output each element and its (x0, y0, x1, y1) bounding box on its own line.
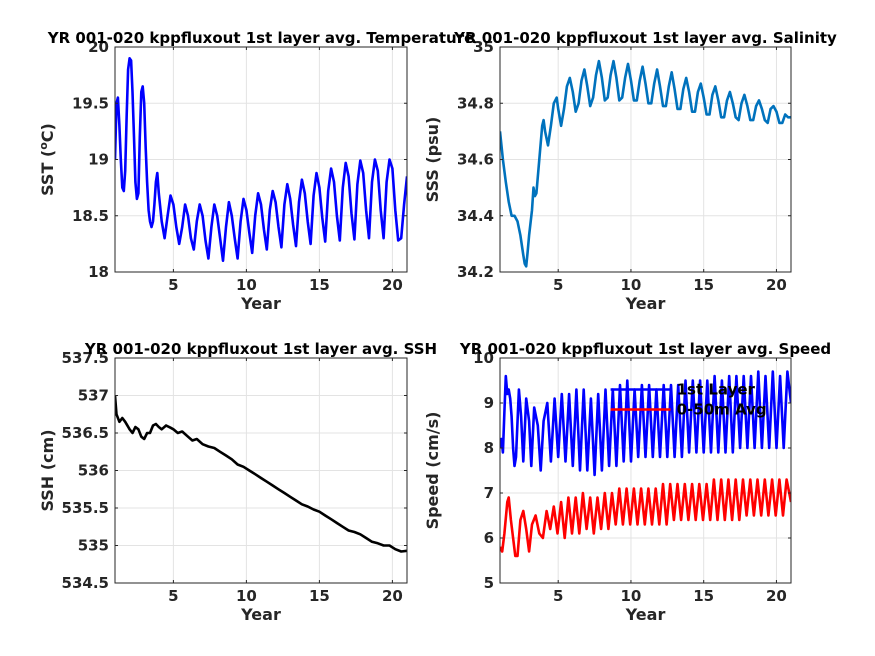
y-tick-label: 19 (88, 151, 109, 169)
y-axis-label: Speed (cm/s) (423, 412, 442, 530)
y-axis-label: SST (oC) (37, 123, 57, 196)
y-axis-label: SSS (psu) (423, 117, 442, 203)
chart-title: YR 001-020 kppfluxout 1st layer avg. SSH (84, 340, 437, 358)
y-tick-label: 18 (88, 263, 109, 281)
y-tick-label: 9 (484, 394, 494, 412)
chart-panel-2: 5 10 15 20 34.2 34.4 34.6 34.8 35 Year SSS (psu) YR… (423, 29, 837, 313)
chart-panel-3: 5 10 15 20 534.5 535 535.5 536 536.5 537 537.5 Year… (38, 340, 437, 624)
y-tick-label: 537.5 (62, 349, 109, 367)
x-tick-label: 20 (766, 276, 787, 294)
y-tick-label: 537 (78, 387, 109, 405)
y-tick-label: 35 (473, 38, 494, 56)
y-tick-label: 34.8 (457, 94, 494, 112)
series-line-1 (115, 57, 407, 262)
y-axis-label-unit: C) (38, 123, 57, 142)
y-tick-label: 18.5 (72, 207, 109, 225)
series-line-1 (500, 59, 791, 268)
y-tick-label: 20 (88, 38, 109, 56)
series-line-1 (115, 395, 407, 553)
y-axis-label: SSH (cm) (38, 429, 57, 511)
y-tick-label: 10 (473, 349, 494, 367)
x-tick-label: 10 (621, 276, 642, 294)
x-tick-label: 20 (382, 587, 403, 605)
x-axis-label: Year (240, 605, 281, 624)
legend-label-1: 1st Layer (677, 381, 756, 399)
x-tick-label: 5 (553, 587, 563, 605)
chart-title: YR 001-020 kppfluxout 1st layer avg. Tem… (47, 29, 475, 47)
y-tick-label: 5 (484, 574, 494, 592)
chart-panel-1: 5 10 15 20 18 18.5 19 19.5 20 Year SST (oC) YR 001-… (37, 29, 474, 313)
x-tick-label: 10 (236, 276, 257, 294)
x-axis-label: Year (625, 294, 666, 313)
x-tick-label: 5 (168, 587, 178, 605)
y-tick-label: 19.5 (72, 94, 109, 112)
y-tick-label: 8 (484, 439, 494, 457)
x-axis-label: Year (240, 294, 281, 313)
y-axis-label-main: SST ( (38, 150, 57, 196)
x-axis-label: Year (625, 605, 666, 624)
y-tick-label: 536.5 (62, 424, 109, 442)
y-tick-label: 535 (78, 537, 109, 555)
x-tick-label: 5 (168, 276, 178, 294)
series-line-2 (500, 478, 791, 558)
y-tick-label: 34.2 (457, 263, 494, 281)
x-tick-label: 15 (693, 276, 714, 294)
y-tick-label: 34.6 (457, 151, 494, 169)
y-axis-label-sup: o (37, 142, 50, 150)
x-tick-label: 20 (766, 587, 787, 605)
y-tick-label: 7 (484, 484, 494, 502)
x-tick-label: 20 (382, 276, 403, 294)
x-tick-label: 15 (693, 587, 714, 605)
y-tick-label: 6 (484, 529, 494, 547)
chart-title: YR 001-020 kppfluxout 1st layer avg. Spe… (459, 340, 831, 358)
y-tick-label: 536 (78, 462, 109, 480)
x-tick-label: 10 (621, 587, 642, 605)
series-line-1 (500, 370, 791, 477)
y-tick-label: 34.4 (457, 207, 494, 225)
legend-label-2: 0-50m Avg (677, 401, 767, 419)
x-tick-label: 15 (309, 276, 330, 294)
x-tick-label: 15 (309, 587, 330, 605)
x-tick-label: 5 (553, 276, 563, 294)
axes-box (499, 357, 792, 584)
x-tick-label: 10 (236, 587, 257, 605)
y-tick-label: 535.5 (62, 499, 109, 517)
y-tick-label: 534.5 (62, 574, 109, 592)
chart-title: YR 001-020 kppfluxout 1st layer avg. Sal… (453, 29, 837, 47)
